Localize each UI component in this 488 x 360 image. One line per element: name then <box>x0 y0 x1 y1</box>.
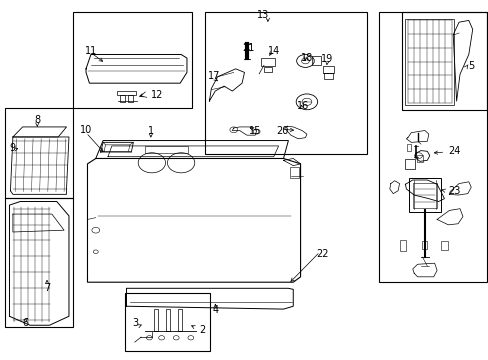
Text: 5: 5 <box>467 61 473 71</box>
Text: 19: 19 <box>321 54 333 64</box>
Bar <box>154 309 158 330</box>
Bar <box>263 67 272 72</box>
Bar <box>4 108 73 198</box>
Bar <box>412 183 436 208</box>
Bar <box>422 241 427 249</box>
Bar <box>144 146 188 153</box>
Text: 23: 23 <box>447 186 460 197</box>
Bar <box>312 57 321 66</box>
Bar <box>204 12 366 154</box>
Text: 6: 6 <box>22 319 28 328</box>
Text: 7: 7 <box>44 283 50 293</box>
Bar <box>323 66 333 73</box>
Text: 4: 4 <box>212 305 218 315</box>
Text: 11: 11 <box>84 46 97 56</box>
Text: 1: 1 <box>147 126 154 135</box>
Bar <box>260 58 275 66</box>
Text: 9: 9 <box>9 143 16 153</box>
Bar <box>405 159 414 169</box>
Bar <box>378 12 487 282</box>
Bar <box>401 12 487 110</box>
Bar <box>165 309 169 330</box>
Text: 14: 14 <box>267 46 279 56</box>
Text: 22: 22 <box>316 248 328 258</box>
Bar <box>324 73 332 79</box>
Text: 2: 2 <box>199 325 205 335</box>
Bar <box>178 309 182 330</box>
Bar <box>117 91 136 95</box>
Bar <box>73 12 191 108</box>
Bar <box>408 178 440 212</box>
Text: 24: 24 <box>447 146 460 156</box>
Text: 21: 21 <box>242 43 254 53</box>
Text: 18: 18 <box>300 53 312 63</box>
Text: 16: 16 <box>296 102 308 112</box>
Bar <box>399 240 405 251</box>
Bar <box>405 19 453 105</box>
Bar <box>120 95 125 102</box>
Bar <box>125 293 210 351</box>
Bar <box>440 241 447 250</box>
Text: 12: 12 <box>151 90 163 100</box>
Text: 20: 20 <box>276 126 288 135</box>
Bar <box>407 144 410 151</box>
Bar <box>4 198 73 327</box>
Bar <box>416 155 422 162</box>
Bar <box>128 95 133 102</box>
Text: 10: 10 <box>80 125 92 135</box>
Text: 15: 15 <box>248 126 261 135</box>
Text: 8: 8 <box>34 115 40 125</box>
Bar <box>289 167 298 178</box>
Text: 17: 17 <box>208 71 220 81</box>
Text: 3: 3 <box>132 319 139 328</box>
Text: 13: 13 <box>256 10 268 20</box>
